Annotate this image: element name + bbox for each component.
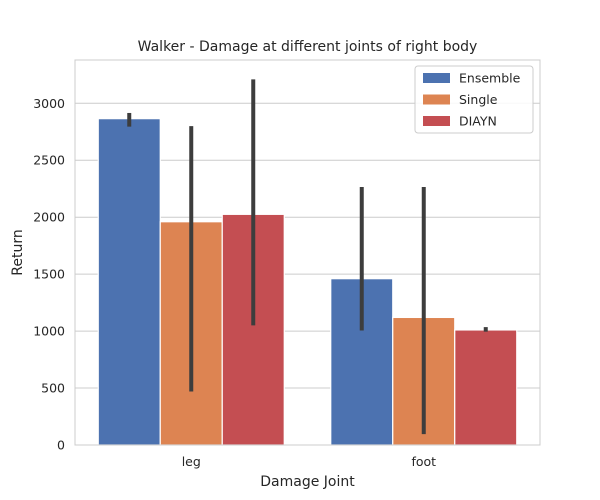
y-tick-label-0: 0: [57, 438, 65, 453]
chart-title: Walker - Damage at different joints of r…: [138, 39, 478, 55]
bar-diayn-foot: [454, 329, 518, 446]
x-tick-label-leg: leg: [182, 454, 201, 469]
y-axis-title: Return: [10, 229, 26, 275]
error-bars: [127, 79, 488, 435]
y-tick-label-2000: 2000: [33, 210, 65, 225]
y-tick-label-1000: 1000: [33, 324, 65, 339]
x-tick-labels: leg foot: [182, 454, 436, 469]
x-tick-label-foot: foot: [411, 454, 436, 469]
y-tick-label-1500: 1500: [33, 267, 65, 282]
y-tick-label-500: 500: [41, 381, 65, 396]
bar-ensemble-leg: [97, 118, 161, 446]
legend-swatch-diayn: [423, 116, 450, 126]
y-tick-labels: 0 500 1000 1500 2000 2500 3000: [33, 96, 65, 453]
legend-label-single: Single: [459, 92, 498, 107]
legend-label-diayn: DIAYN: [459, 114, 497, 129]
plot-frame: [74, 59, 541, 446]
legend: Ensemble Single DIAYN: [414, 65, 534, 134]
y-tick-label-3000: 3000: [33, 96, 65, 111]
x-axis-title: Damage Joint: [260, 474, 355, 490]
legend-swatch-single: [423, 94, 450, 105]
legend-swatch-ensemble: [423, 73, 450, 83]
y-tick-label-2500: 2500: [33, 153, 65, 168]
legend-label-ensemble: Ensemble: [459, 71, 521, 86]
